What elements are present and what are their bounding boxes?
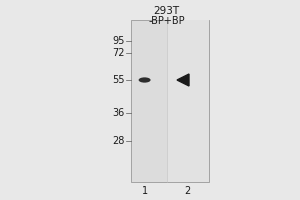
- Text: 36: 36: [112, 108, 124, 118]
- Bar: [130, 20, 208, 182]
- Polygon shape: [177, 74, 189, 86]
- Text: 1: 1: [142, 186, 148, 196]
- Text: 28: 28: [112, 136, 124, 146]
- Ellipse shape: [139, 77, 151, 83]
- Text: -BP+BP: -BP+BP: [148, 16, 185, 26]
- Text: 72: 72: [112, 48, 124, 58]
- Text: 95: 95: [112, 36, 124, 46]
- Text: 293T: 293T: [153, 6, 180, 16]
- Bar: [167, 20, 208, 182]
- Text: 2: 2: [184, 186, 190, 196]
- Text: 55: 55: [112, 75, 124, 85]
